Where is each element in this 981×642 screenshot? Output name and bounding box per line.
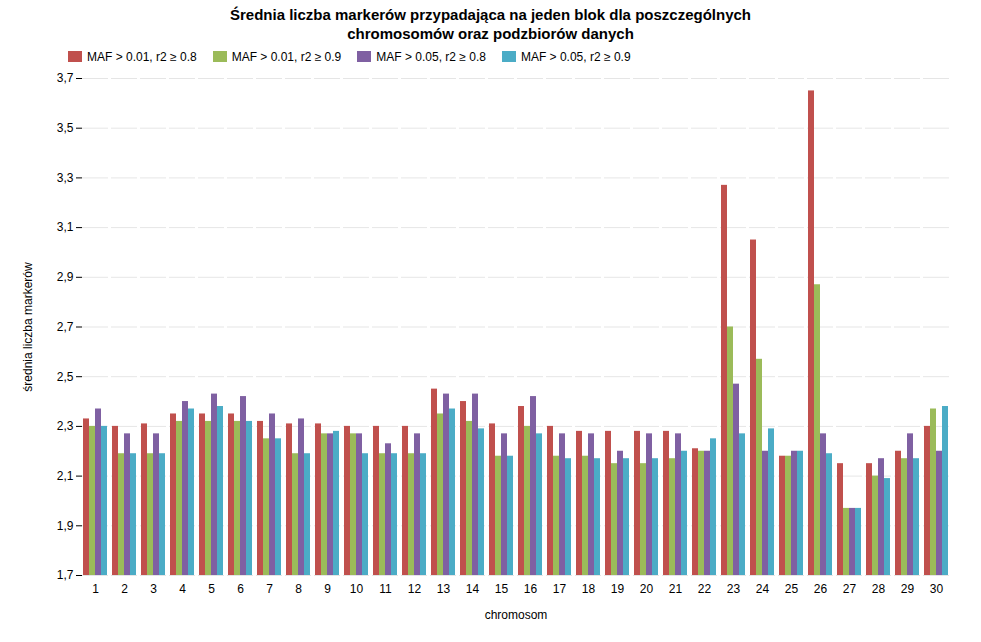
svg-text:3,5: 3,5 bbox=[57, 121, 74, 135]
svg-text:21: 21 bbox=[669, 582, 683, 596]
svg-text:2,7: 2,7 bbox=[57, 319, 74, 333]
svg-text:26: 26 bbox=[814, 582, 828, 596]
svg-text:4: 4 bbox=[179, 582, 186, 596]
svg-text:18: 18 bbox=[582, 582, 596, 596]
svg-text:30: 30 bbox=[930, 582, 944, 596]
svg-text:5: 5 bbox=[208, 582, 215, 596]
html-text:MAF > 0.05, r2 ≥ 0.9: MAF > 0.05, r2 ≥ 0.9 bbox=[520, 49, 631, 64]
svg-text:20: 20 bbox=[640, 582, 654, 596]
svg-text:17: 17 bbox=[553, 582, 567, 596]
svg-text:3,1: 3,1 bbox=[57, 220, 74, 234]
svg-text:22: 22 bbox=[698, 582, 712, 596]
svg-text:7: 7 bbox=[266, 582, 273, 596]
svg-text:25: 25 bbox=[785, 582, 799, 596]
svg-text:2,9: 2,9 bbox=[57, 270, 74, 284]
svg-text:1,9: 1,9 bbox=[57, 518, 74, 532]
svg-text:3,7: 3,7 bbox=[57, 71, 74, 85]
html-text:MAF > 0.01, r2 ≥ 0.9: MAF > 0.01, r2 ≥ 0.9 bbox=[231, 49, 342, 64]
svg-text:24: 24 bbox=[756, 582, 770, 596]
svg-text:14: 14 bbox=[466, 582, 480, 596]
html-text:Średnia liczba markerów przypa: Średnia liczba markerów przypadająca na … bbox=[230, 6, 751, 42]
svg-text:chromosom: chromosom bbox=[485, 607, 548, 621]
svg-text:19: 19 bbox=[611, 582, 625, 596]
svg-text:2: 2 bbox=[121, 582, 128, 596]
svg-text:16: 16 bbox=[524, 582, 538, 596]
svg-text:3,3: 3,3 bbox=[57, 170, 74, 184]
svg-text:9: 9 bbox=[324, 582, 331, 596]
svg-text:11: 11 bbox=[379, 582, 392, 596]
svg-text:2,3: 2,3 bbox=[57, 419, 74, 433]
svg-text:1,7: 1,7 bbox=[57, 568, 74, 582]
svg-text:27: 27 bbox=[843, 582, 857, 596]
svg-text:28: 28 bbox=[872, 582, 886, 596]
svg-text:2,5: 2,5 bbox=[57, 369, 74, 383]
svg-text:10: 10 bbox=[350, 582, 364, 596]
svg-text:29: 29 bbox=[901, 582, 915, 596]
svg-text:1: 1 bbox=[92, 582, 99, 596]
svg-text:3: 3 bbox=[150, 582, 157, 596]
svg-text:23: 23 bbox=[727, 582, 741, 596]
svg-text:2,1: 2,1 bbox=[57, 468, 74, 482]
svg-text:średnia liczba markerów: średnia liczba markerów bbox=[21, 261, 35, 391]
html-text:MAF > 0.05, r2 ≥ 0.8: MAF > 0.05, r2 ≥ 0.8 bbox=[376, 49, 486, 64]
svg-text:6: 6 bbox=[237, 582, 244, 596]
svg-text:12: 12 bbox=[408, 582, 422, 596]
svg-text:13: 13 bbox=[437, 582, 451, 596]
svg-text:15: 15 bbox=[495, 582, 509, 596]
html-text:MAF > 0.01, r2 ≥ 0.8: MAF > 0.01, r2 ≥ 0.8 bbox=[87, 49, 197, 64]
svg-text:8: 8 bbox=[295, 582, 302, 596]
